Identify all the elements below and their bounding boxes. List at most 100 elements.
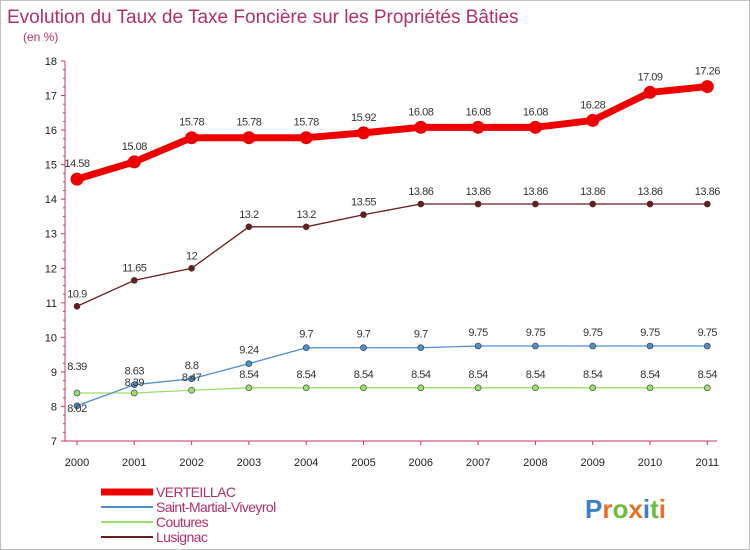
data-point xyxy=(700,80,714,94)
data-point xyxy=(528,120,542,134)
data-point xyxy=(417,344,425,352)
data-point xyxy=(73,402,81,410)
data-point xyxy=(417,200,425,208)
data-point xyxy=(188,264,195,272)
data-label: 13.86 xyxy=(580,186,605,198)
x-tick-label: 2004 xyxy=(294,457,318,469)
legend-label: Saint-Martial-Viveyrol xyxy=(156,499,276,515)
data-point xyxy=(245,360,253,367)
data-label: 13.86 xyxy=(523,186,548,198)
brand-text: Proxiti xyxy=(585,494,666,524)
x-tick-label: 2000 xyxy=(65,457,89,469)
data-label: 8.63 xyxy=(125,366,145,378)
data-label: 11.65 xyxy=(122,262,147,274)
data-point xyxy=(131,277,138,284)
data-point xyxy=(245,223,253,231)
data-point xyxy=(357,126,370,140)
data-label: 15.78 xyxy=(294,117,319,129)
data-label: 13.2 xyxy=(239,209,259,221)
data-label: 9.75 xyxy=(640,327,660,339)
series-line xyxy=(77,387,708,394)
data-point xyxy=(532,200,539,208)
data-label: 17.09 xyxy=(637,71,662,83)
y-tick-label: 17 xyxy=(45,91,57,103)
data-label: 16.08 xyxy=(523,106,548,118)
data-label: 13.2 xyxy=(296,209,316,221)
data-label: 8.54 xyxy=(411,369,431,381)
y-tick-label: 11 xyxy=(46,298,57,310)
data-label: 8.54 xyxy=(296,369,316,381)
data-point xyxy=(70,172,84,186)
data-point xyxy=(417,384,425,392)
data-label: 9.7 xyxy=(299,329,313,341)
legend: VERTEILLACSaint-Martial-ViveyrolCoutures… xyxy=(101,484,277,545)
x-tick-label: 2005 xyxy=(351,457,375,469)
data-point xyxy=(131,381,138,388)
brand-logo: Proxiti xyxy=(585,494,666,524)
data-label: 8.54 xyxy=(239,369,259,381)
data-point xyxy=(474,384,482,392)
data-label: 13.55 xyxy=(351,197,376,209)
data-label: 9.7 xyxy=(414,329,428,341)
data-labels: 10.9 11.65 12 13.2 13.2 13.55 13.86 13.86 13.86 1… xyxy=(64,66,720,415)
data-point xyxy=(703,342,711,350)
legend-label: VERTEILLAC xyxy=(156,484,236,500)
data-label: 8.54 xyxy=(468,369,488,381)
data-point xyxy=(242,131,256,145)
data-point xyxy=(302,384,310,392)
data-label: 17.26 xyxy=(695,66,720,78)
data-point xyxy=(302,344,310,352)
data-label: 14.58 xyxy=(64,158,89,170)
data-label: 13.86 xyxy=(637,186,662,198)
data-point xyxy=(188,375,195,383)
data-point xyxy=(360,344,367,352)
data-point xyxy=(185,131,199,145)
data-point xyxy=(127,155,141,169)
series-layer xyxy=(70,80,714,410)
unit-label: (en %) xyxy=(23,30,58,44)
data-label: 8.02 xyxy=(67,403,87,415)
data-label: 8.8 xyxy=(185,360,199,372)
data-point xyxy=(471,120,485,134)
y-tick-label: 16 xyxy=(45,125,57,137)
data-point xyxy=(245,384,253,392)
data-point xyxy=(302,223,310,231)
data-point xyxy=(188,386,195,394)
data-point xyxy=(643,85,657,99)
y-tick-label: 8 xyxy=(51,401,57,413)
data-label: 15.08 xyxy=(122,141,147,153)
x-tick-label: 2010 xyxy=(638,457,662,469)
data-point xyxy=(414,120,428,134)
data-label: 9.75 xyxy=(583,327,603,339)
legend-label: Coutures xyxy=(156,514,209,530)
y-tick-label: 10 xyxy=(45,332,57,344)
data-label: 9.75 xyxy=(468,327,488,339)
data-label: 15.78 xyxy=(236,117,261,129)
series-line xyxy=(76,203,708,307)
data-label: 9.75 xyxy=(526,327,546,339)
data-label: 8.54 xyxy=(526,369,546,381)
y-tick-label: 9 xyxy=(51,367,57,379)
data-point xyxy=(299,131,313,145)
y-tick-label: 14 xyxy=(45,194,57,206)
series-line xyxy=(75,83,708,183)
data-label: 12 xyxy=(186,250,198,262)
x-tick-label: 2011 xyxy=(695,457,719,469)
legend-label: Lusignac xyxy=(156,529,208,545)
data-label: 9.7 xyxy=(357,329,371,341)
data-point xyxy=(532,384,539,392)
data-point xyxy=(474,342,482,350)
x-tick-label: 2006 xyxy=(409,457,433,469)
data-point xyxy=(586,113,600,127)
series-line xyxy=(76,345,708,407)
data-label: 8.54 xyxy=(640,369,660,381)
data-label: 15.92 xyxy=(351,112,376,124)
data-label: 8.47 xyxy=(182,372,202,384)
data-point xyxy=(703,200,711,208)
data-point xyxy=(589,342,597,350)
data-point xyxy=(532,342,539,350)
data-point xyxy=(360,211,367,219)
x-tick-label: 2008 xyxy=(523,457,547,469)
